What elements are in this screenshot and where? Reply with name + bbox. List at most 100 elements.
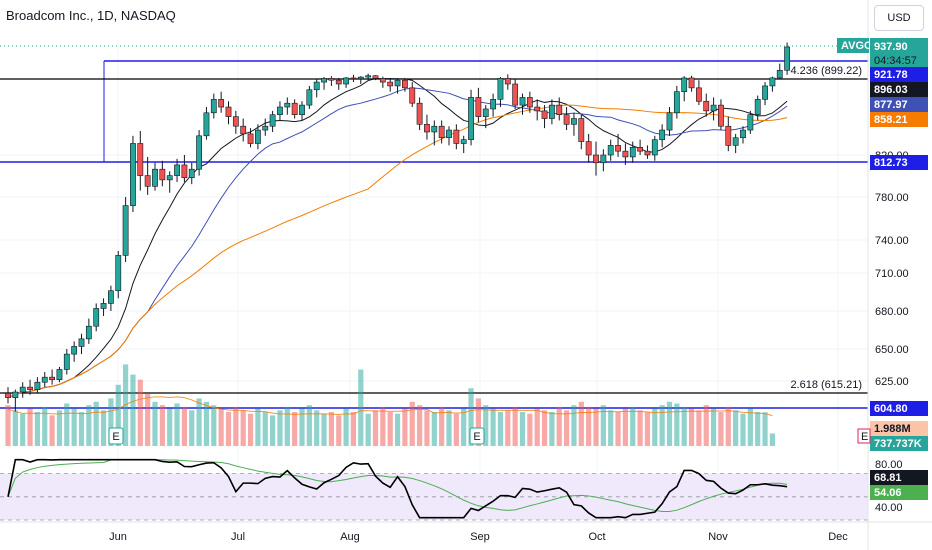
candle-body (218, 99, 225, 108)
candle-body (725, 125, 732, 146)
volume-bar (703, 405, 709, 446)
candle (357, 76, 364, 85)
volume-bar (27, 408, 33, 446)
volume-bar (49, 415, 55, 446)
candle (225, 101, 232, 125)
volume-bar (255, 408, 261, 446)
candle-body (740, 129, 746, 139)
volume-bar (666, 401, 673, 446)
fib-label-0: 4.236 (899.22) (790, 65, 862, 77)
candle-body (78, 338, 85, 347)
volume-bar (358, 369, 364, 446)
volume-bar (365, 413, 371, 446)
candle-body (49, 376, 55, 381)
candle-body (166, 175, 173, 181)
sma-slow-line (7, 104, 788, 399)
candle-body (41, 376, 48, 383)
currency-button[interactable]: USD (874, 5, 924, 31)
volume-bar (439, 406, 445, 446)
candle-body (681, 77, 688, 92)
candle (526, 91, 533, 113)
volume-bar (593, 408, 599, 446)
candle (49, 369, 55, 385)
candle-body (196, 135, 202, 170)
candle (740, 126, 746, 144)
volume-bar (174, 403, 180, 446)
candle-body (401, 79, 408, 89)
volume-bar (314, 410, 320, 446)
volume-bar (608, 410, 614, 446)
candle (328, 76, 335, 86)
y-tick-label: 780.00 (875, 192, 909, 204)
candle (93, 303, 100, 332)
volume-bar (534, 408, 540, 446)
candle (629, 141, 636, 163)
sma-mid-label: 877.97 (874, 99, 908, 111)
candle (460, 135, 467, 154)
candle (262, 118, 269, 136)
symbol-tag-box (837, 38, 869, 53)
candle-body (115, 255, 122, 292)
candle-body (100, 303, 107, 309)
candle (350, 74, 357, 83)
volume-bar (380, 406, 386, 446)
volume-bar (505, 410, 511, 446)
volume-bar (556, 406, 562, 446)
candle (438, 120, 445, 144)
candle (152, 162, 158, 191)
earnings-marker-0 (108, 427, 124, 445)
candle-body (600, 154, 607, 164)
candle (703, 93, 710, 117)
candle-body (453, 129, 460, 144)
candle-body (284, 102, 291, 108)
candle (622, 143, 629, 165)
volume-bar (262, 412, 268, 446)
candle (277, 101, 283, 121)
candle-body (497, 78, 504, 100)
volume-bar (762, 412, 768, 446)
candle-body (240, 125, 247, 135)
candle (431, 120, 438, 146)
volume-bar (637, 410, 643, 446)
candle-body (703, 100, 710, 112)
candle (754, 95, 761, 121)
candle-body (159, 168, 166, 181)
volume-bar (145, 393, 151, 446)
candle (335, 77, 342, 90)
volume-bar (189, 410, 195, 446)
candle (394, 78, 401, 94)
candle-body (482, 108, 489, 117)
candle-body (144, 175, 151, 187)
candle (659, 124, 666, 148)
candle (181, 155, 188, 183)
countdown-label: 04:34:57 (874, 55, 917, 67)
candle (56, 366, 63, 383)
candle-body (174, 164, 180, 176)
candle (482, 105, 489, 129)
volume-bar (34, 412, 40, 446)
candle (63, 349, 70, 375)
volume-bar (42, 406, 48, 446)
volume-bar (93, 401, 99, 446)
x-tick-label: Jul (231, 531, 245, 543)
volume-bar (417, 405, 423, 446)
candle-body (387, 81, 394, 87)
candle (571, 112, 577, 136)
last-price-label: 937.90 (874, 41, 908, 53)
volume-bar (402, 408, 408, 446)
candle (769, 76, 776, 92)
candle (688, 75, 695, 92)
volume-bar (321, 413, 327, 446)
earnings-marker-text-1: E (473, 431, 480, 443)
candle (585, 133, 592, 163)
candle-body (446, 129, 452, 139)
candle-body (629, 147, 636, 158)
candle-body (666, 112, 673, 131)
volume-bar (644, 412, 651, 446)
volume-bar (409, 401, 415, 446)
volume-bar (586, 406, 592, 446)
volume-bar (512, 406, 518, 446)
candle (232, 110, 239, 134)
sma-slow-label-box (870, 112, 928, 127)
